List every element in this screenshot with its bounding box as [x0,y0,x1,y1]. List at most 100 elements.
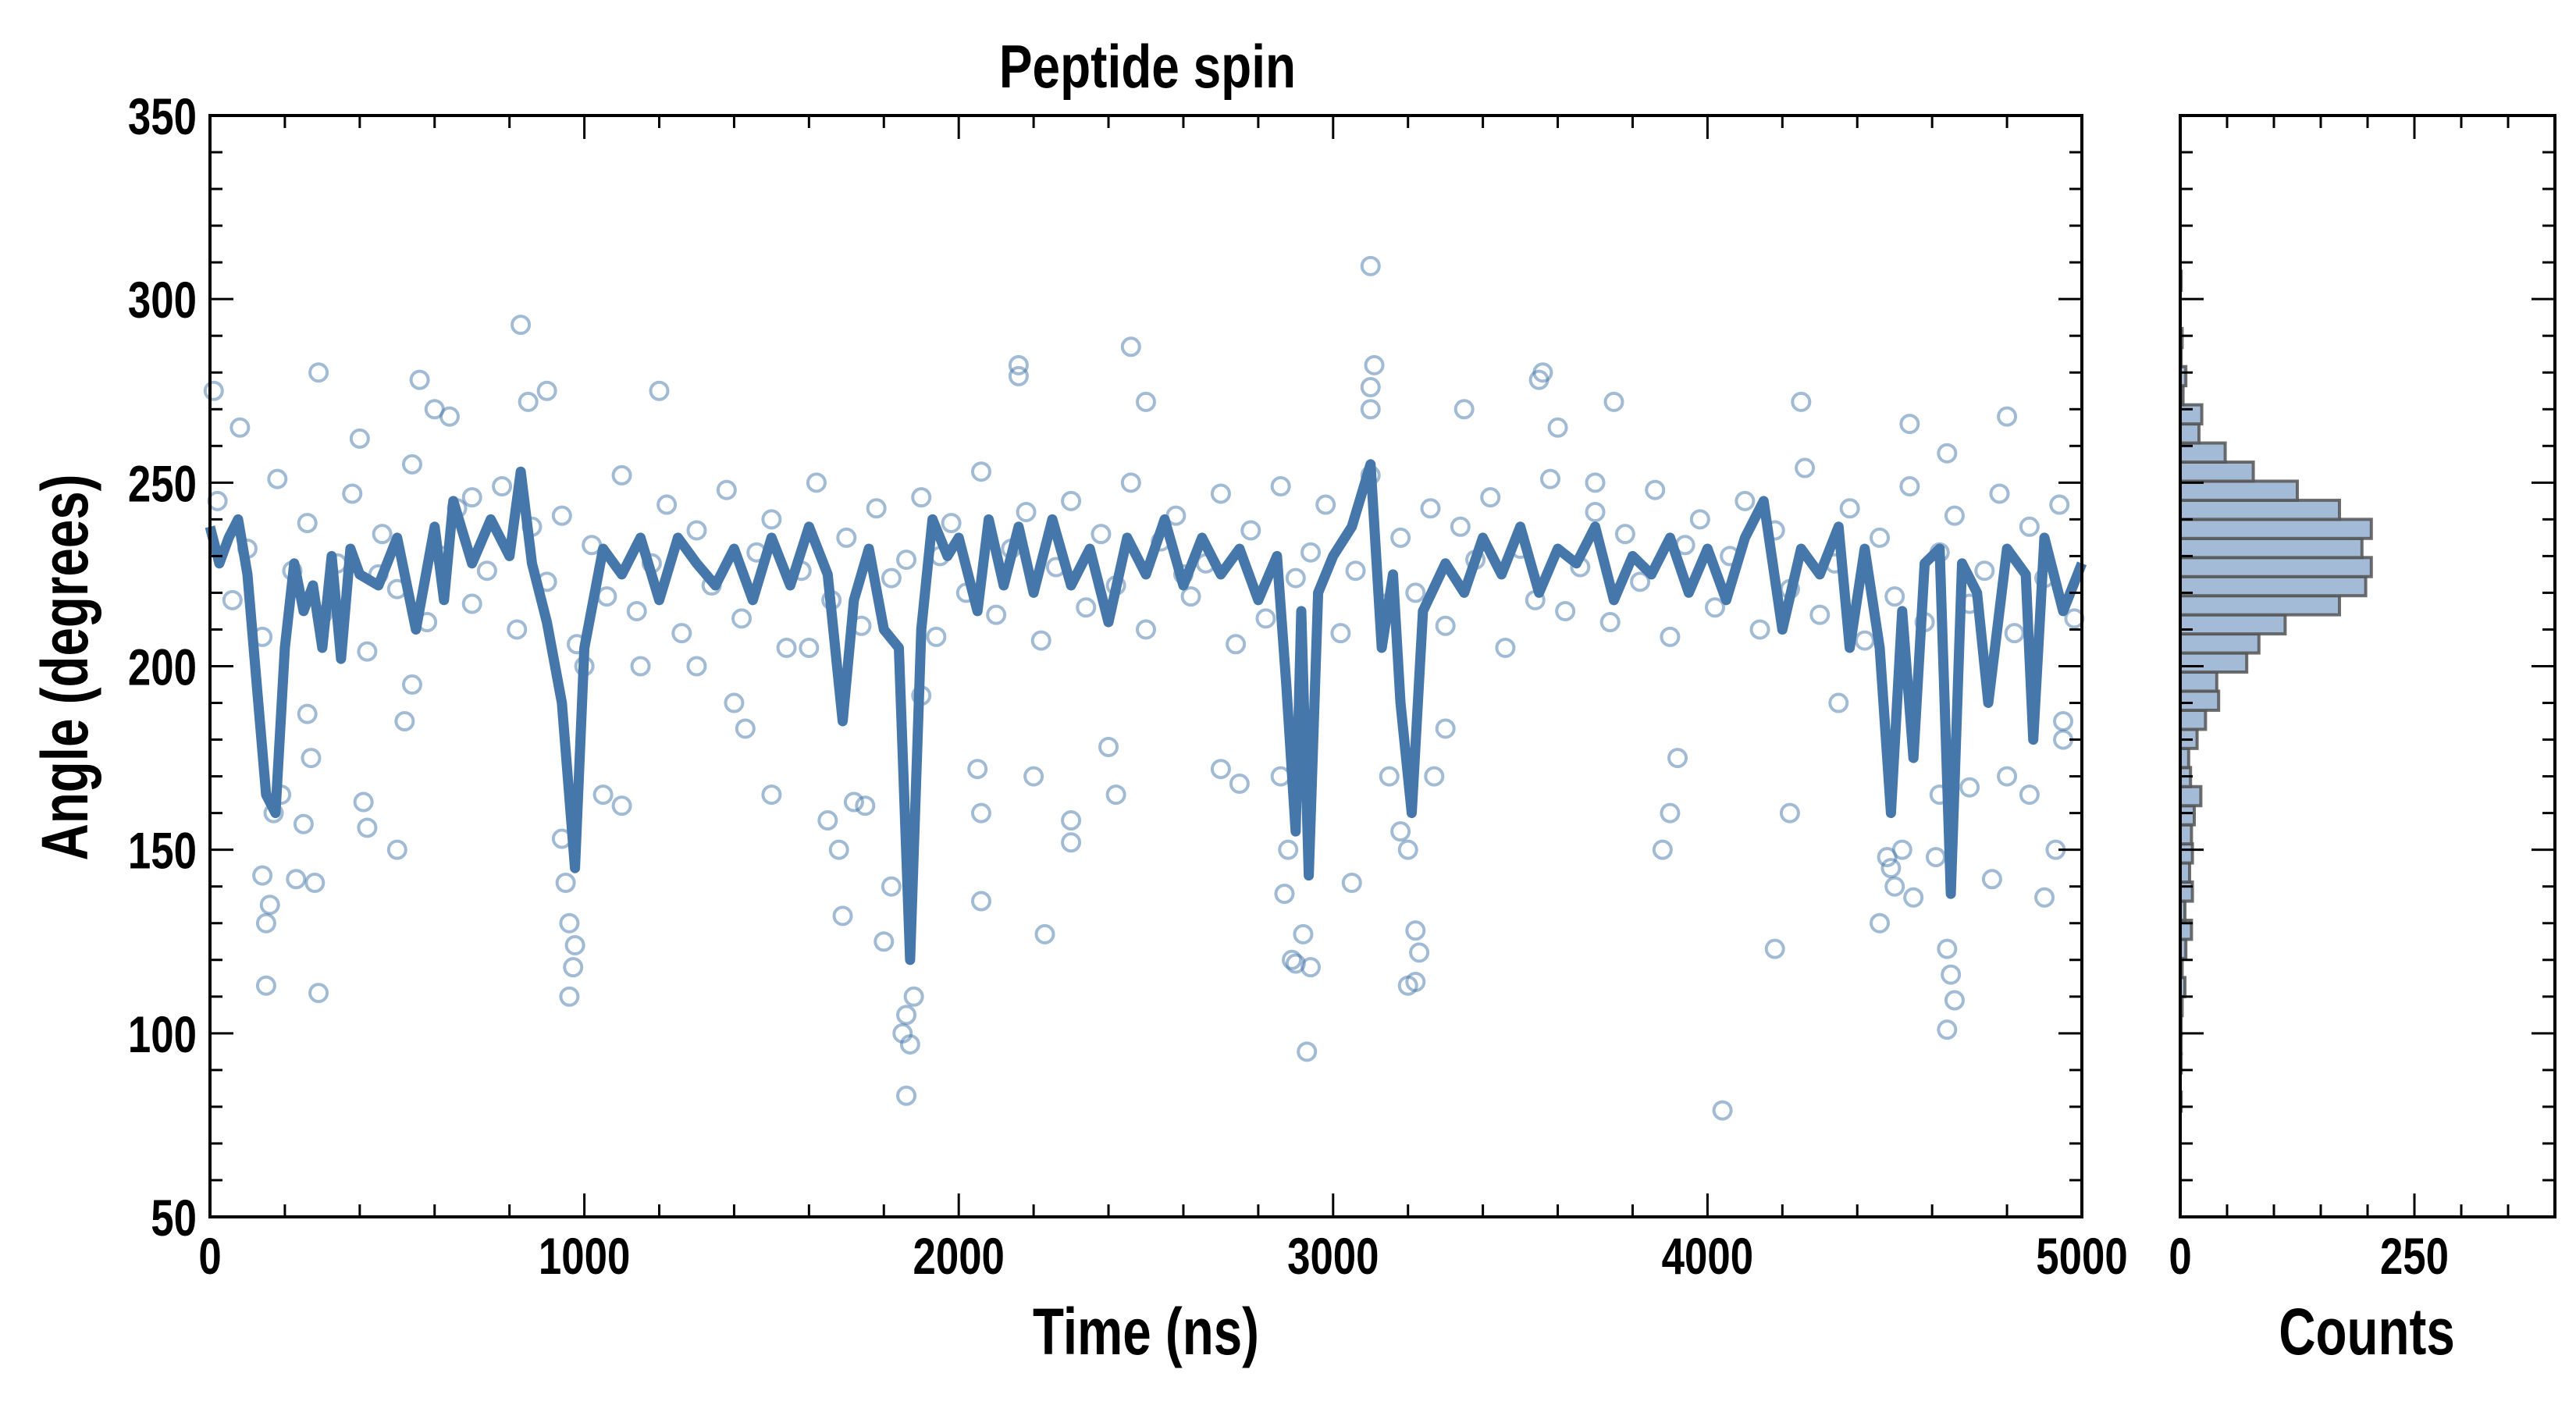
data-point [229,417,251,438]
data-point [1989,483,2010,504]
histogram-bar [2179,536,2364,560]
data-point [799,637,820,658]
data-point [1585,501,1606,522]
data-point [1645,479,1666,500]
data-point [1424,766,1445,787]
data-point [1997,766,2018,787]
data-point [563,957,584,978]
data-point [911,487,932,508]
histogram-bar [2179,422,2201,445]
data-point [1315,494,1336,515]
x-axis-label: Time (ns) [1033,1295,1259,1368]
data-point [1937,1019,1958,1040]
data-point [731,608,753,629]
data-point [1030,630,1051,651]
data-point [372,524,393,545]
data-point [1660,626,1681,647]
data-point [1937,443,1958,464]
data-point [1405,971,1426,992]
data-point [476,560,497,582]
main-axes-ticks: 50 100 150 200 250 300 350 0 1000 2000 3000 4000 500… [128,87,2128,1285]
data-point [1903,887,1924,908]
data-point [611,464,632,486]
data-point [1779,802,1800,823]
data-point [349,428,370,449]
y-tick-label: 150 [128,822,197,880]
histogram-bar [2179,689,2221,712]
data-point [461,593,482,614]
data-point [1397,839,1418,860]
data-point [899,1033,920,1055]
data-point [357,641,378,662]
data-point [735,718,756,739]
data-point [1630,571,1651,592]
data-point [304,872,326,893]
data-point [2019,516,2040,537]
data-point [252,865,273,886]
data-point [686,656,707,677]
data-point [1379,766,1400,787]
x-tick-label: 3000 [1287,1227,1379,1285]
data-point [1285,567,1306,589]
y-axis-label: Angle (degrees) [28,474,101,860]
data-point [559,986,580,1007]
data-point [297,513,318,534]
data-point [896,550,917,571]
data-point [255,912,276,934]
histogram-bar [2179,632,2261,655]
data-point [401,454,422,475]
histogram-bar [2179,403,2204,426]
data-point [1795,457,1816,478]
y-tick-label: 250 [128,455,197,513]
data-point [1091,524,1112,545]
data-point [297,703,318,724]
data-point [1061,490,1082,511]
data-point [1274,884,1295,905]
histogram-bar [2179,574,2368,598]
histogram-area [2179,269,2373,1113]
data-point [1828,692,1849,713]
data-point [1210,483,1231,504]
data-point [2049,494,2070,515]
data-point [630,656,651,677]
x-tick-label: 4000 [1662,1227,1753,1285]
data-point [2053,711,2074,732]
data-point [1899,414,1920,435]
data-point [1435,615,1456,636]
data-point [555,872,576,893]
data-point [1547,417,1568,438]
data-point [1405,582,1426,603]
data-point [1240,520,1261,541]
data-point [761,509,782,530]
data-point [1585,472,1606,493]
data-point [1293,923,1314,944]
data-point [259,895,280,916]
data-point [409,369,430,390]
data-point [1023,766,1044,787]
data-point [855,795,876,816]
data-point [1870,912,1891,934]
smoothed-line [205,459,2087,966]
data-point [1925,847,1946,868]
data-point [559,912,580,934]
data-point [1105,784,1126,806]
data-point [761,784,782,806]
data-point [1809,604,1831,625]
data-point [1689,509,1710,530]
data-point [1453,399,1475,420]
histogram-axes-ticks: 0 250 [2169,114,2556,1285]
data-point [1061,810,1082,831]
data-point [255,975,276,996]
data-point [1270,476,1291,497]
data-point [401,674,422,695]
data-point [596,586,617,607]
data-point [626,600,647,621]
data-point [1944,505,1965,526]
data-point [293,813,314,834]
y-tick-label: 350 [128,87,197,145]
data-point [1749,619,1770,640]
data-point [686,520,707,541]
data-point [716,479,737,500]
data-point [866,498,887,519]
data-point [1282,949,1303,970]
